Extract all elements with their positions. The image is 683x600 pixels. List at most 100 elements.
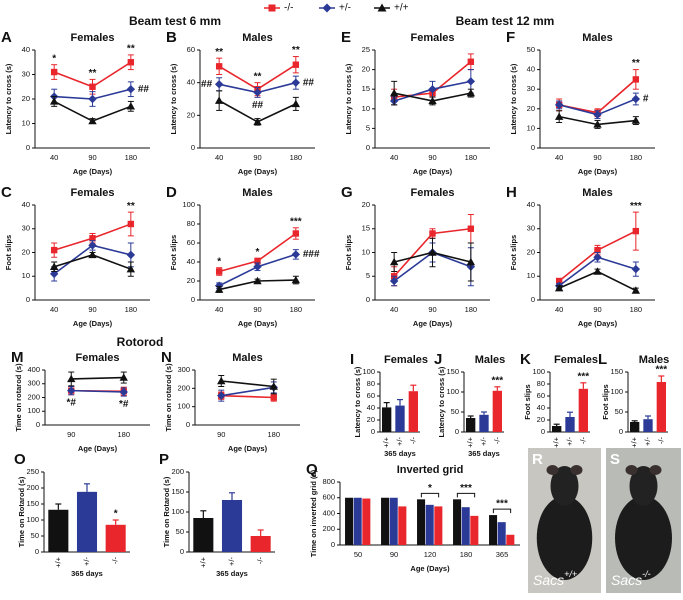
marker-triangle [214, 96, 224, 104]
marker-square [254, 257, 261, 265]
y-tick-label: 20 [187, 110, 195, 119]
marker-diamond [126, 250, 136, 260]
marker-diamond [466, 77, 476, 86]
bar [461, 507, 470, 545]
y-axis-label: Latency to cross (s) [4, 63, 13, 134]
series-line [221, 386, 274, 397]
x-tick-label: 90 [593, 305, 601, 314]
panel-title: Females [75, 352, 119, 364]
y-tick-label: 10 [362, 247, 370, 256]
series-line [71, 376, 124, 380]
bar [193, 518, 214, 552]
marker-triangle [126, 102, 136, 110]
bar [453, 499, 462, 545]
y-axis-label: Time on rotarod (s) [14, 363, 23, 432]
panel-letter: F [506, 29, 515, 46]
x-tick-label: 90 [253, 305, 261, 314]
marker-triangle [291, 275, 301, 284]
bar [470, 515, 479, 545]
significance: *** [655, 365, 667, 376]
y-tick-label: 0 [331, 540, 335, 549]
bar [381, 497, 390, 545]
y-tick-label: 30 [22, 224, 30, 233]
marker-diamond [631, 264, 641, 274]
significance: ## [303, 77, 315, 88]
x-tick-label: 180 [630, 305, 643, 314]
y-tick-label: 0 [180, 547, 184, 556]
panel-letter: L [598, 351, 607, 368]
bar [506, 534, 515, 545]
x-tick-label: 365 [496, 550, 509, 559]
mouse-head [550, 466, 579, 506]
bar [552, 426, 562, 432]
y-tick-label: 0 [531, 143, 535, 152]
y-tick-label: 150 [26, 499, 39, 508]
panel-title: Males [232, 352, 263, 364]
marker-square [429, 230, 436, 237]
bar [578, 388, 588, 432]
x-tick-label: -/- [656, 437, 665, 445]
x-tick-label: -/- [256, 557, 265, 565]
panel-letter: P [159, 451, 169, 468]
y-tick-label: 400 [27, 365, 40, 374]
marker-square [632, 227, 640, 235]
panel-title: Females [70, 32, 114, 44]
legend-label: -/- [284, 3, 293, 14]
x-axis-label: 365 days [384, 449, 416, 458]
marker-triangle [466, 257, 476, 266]
significance-bracket [456, 492, 476, 498]
x-tick-label: 180 [125, 305, 138, 314]
marker-triangle [428, 248, 437, 256]
y-tick-label: 60 [187, 238, 195, 247]
significance: ** [215, 47, 223, 58]
y-tick-label: 150 [446, 367, 459, 376]
marker-diamond [428, 85, 437, 94]
marker-square [50, 68, 58, 76]
x-axis-label: Age (Days) [238, 167, 278, 176]
marker-triangle [389, 88, 399, 97]
y-tick-label: 10 [22, 271, 30, 280]
caption-genotype: +/+ [564, 569, 577, 579]
bar [434, 506, 443, 545]
marker-diamond [253, 262, 262, 271]
marker-triangle [631, 116, 641, 124]
marker-diamond [554, 100, 564, 110]
bar [408, 391, 418, 432]
y-tick-label: 10 [527, 271, 535, 280]
x-tick-label: +/- [82, 557, 91, 566]
panel-title: Females [410, 32, 454, 44]
x-axis-label: 365 days [71, 569, 103, 578]
significance: ## [201, 79, 213, 90]
bar [630, 422, 640, 432]
y-axis-label: Time on Rotarod (s) [162, 476, 171, 547]
panel-letter: C [1, 184, 12, 201]
x-axis-label: 365 days [216, 569, 248, 578]
bar [353, 497, 362, 545]
marker-diamond [593, 110, 602, 119]
marker-square [292, 230, 300, 237]
x-tick-label: +/+ [53, 556, 62, 567]
y-tick-label: 40 [22, 200, 30, 209]
marker-triangle [631, 286, 641, 294]
y-tick-label: 20 [362, 200, 370, 209]
y-tick-label: 20 [367, 415, 375, 424]
bar [565, 417, 575, 432]
x-tick-label: 180 [630, 153, 643, 162]
y-tick-label: 300 [177, 365, 190, 374]
y-tick-label: 20 [527, 104, 535, 113]
marker-square [50, 246, 58, 254]
x-tick-label: 90 [428, 305, 436, 314]
y-tick-label: 80 [367, 379, 375, 388]
x-tick-label: 90 [67, 430, 75, 439]
x-tick-label: 90 [88, 153, 96, 162]
panel-letter: D [166, 184, 177, 201]
y-tick-label: 20 [22, 94, 30, 103]
x-axis-label: Age (Days) [578, 167, 618, 176]
x-tick-label: 180 [460, 550, 473, 559]
panel-letter: E [341, 29, 351, 46]
y-tick-label: 200 [322, 524, 335, 533]
marker-diamond [214, 80, 224, 89]
bar [382, 407, 392, 432]
marker-diamond [291, 78, 301, 87]
